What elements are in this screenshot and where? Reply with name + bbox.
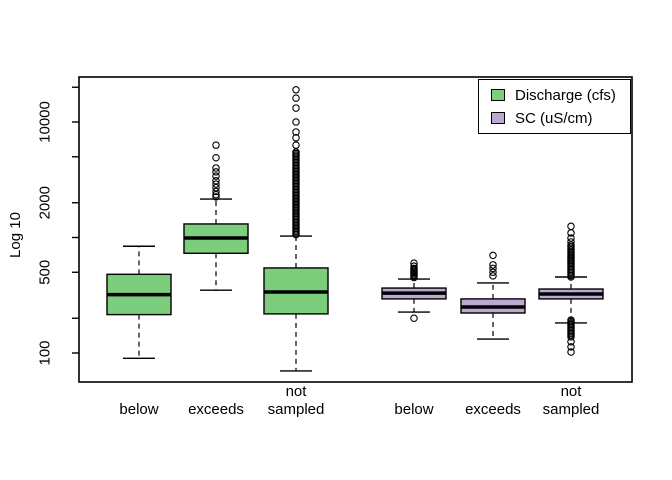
legend-label-discharge: Discharge (cfs): [515, 86, 616, 104]
y-axis-title: Log 10: [7, 212, 24, 258]
outlier-point: [567, 316, 575, 324]
outlier-point: [292, 94, 300, 102]
outlier-point: [212, 168, 220, 176]
outlier-point: [292, 148, 300, 156]
outlier-point: [212, 180, 220, 188]
legend-swatch-discharge-icon: [491, 89, 505, 101]
boxplot-below-sc: [381, 259, 447, 322]
outlier-point: [489, 264, 497, 273]
outlier-point: [292, 128, 300, 136]
outlier-point: [292, 134, 300, 142]
outlier-point: [212, 187, 220, 196]
outlier-point: [489, 268, 497, 277]
outlier-point: [489, 251, 497, 260]
y-tick-label: 10000: [37, 101, 54, 143]
outlier-point: [567, 241, 575, 249]
boxplot-below-discharge: [106, 245, 172, 359]
outlier-point: [292, 118, 300, 126]
boxplot-not-sampled-sc: [538, 222, 604, 356]
outlier-point: [292, 86, 300, 94]
outlier-point: [212, 164, 220, 172]
legend: Discharge (cfs) SC (uS/cm): [478, 79, 631, 134]
x-category-label: not: [561, 383, 583, 400]
outlier-point: [292, 141, 300, 149]
outliers: [489, 251, 497, 280]
outlier-point: [567, 343, 575, 351]
legend-label-sc: SC (uS/cm): [515, 109, 593, 127]
outlier-point: [292, 104, 300, 112]
outliers: [410, 259, 418, 322]
x-category-label: not: [286, 383, 308, 400]
boxplot-exceeds-discharge: [183, 141, 249, 291]
outliers: [212, 141, 220, 201]
outlier-point: [489, 272, 497, 280]
y-axis: 100 500 2000 10000: [37, 86, 79, 366]
x-category-label: exceeds: [465, 401, 521, 418]
outlier-point: [212, 190, 220, 199]
boxplot-exceeds-sc: [460, 251, 526, 340]
outliers: [292, 86, 300, 239]
outlier-point: [212, 141, 220, 149]
outlier-point: [212, 154, 220, 162]
legend-swatch-sc-icon: [491, 112, 505, 124]
outlier-point: [489, 261, 497, 269]
outlier-point: [410, 264, 418, 273]
outlier-point: [212, 172, 220, 180]
y-tick-label: 500: [37, 260, 54, 285]
outlier-point: [567, 222, 575, 231]
legend-item-sc: SC (uS/cm): [491, 109, 630, 127]
plot-frame: [78, 76, 633, 383]
outlier-point: [212, 193, 220, 201]
outlier-point: [212, 176, 220, 185]
outliers: [567, 222, 575, 356]
y-tick-label: 100: [37, 340, 54, 365]
outlier-point: [567, 348, 575, 356]
boxplot-not-sampled-discharge: [263, 86, 329, 372]
x-category-label: sampled: [268, 401, 325, 418]
x-category-label: exceeds: [188, 401, 244, 418]
x-category-label: below: [394, 401, 433, 418]
outlier-point: [567, 234, 575, 242]
y-tick-label: 2000: [37, 186, 54, 219]
x-category-label: sampled: [543, 401, 600, 418]
x-category-label: below: [119, 401, 158, 418]
legend-item-discharge: Discharge (cfs): [491, 86, 630, 104]
outlier-point: [410, 314, 418, 322]
